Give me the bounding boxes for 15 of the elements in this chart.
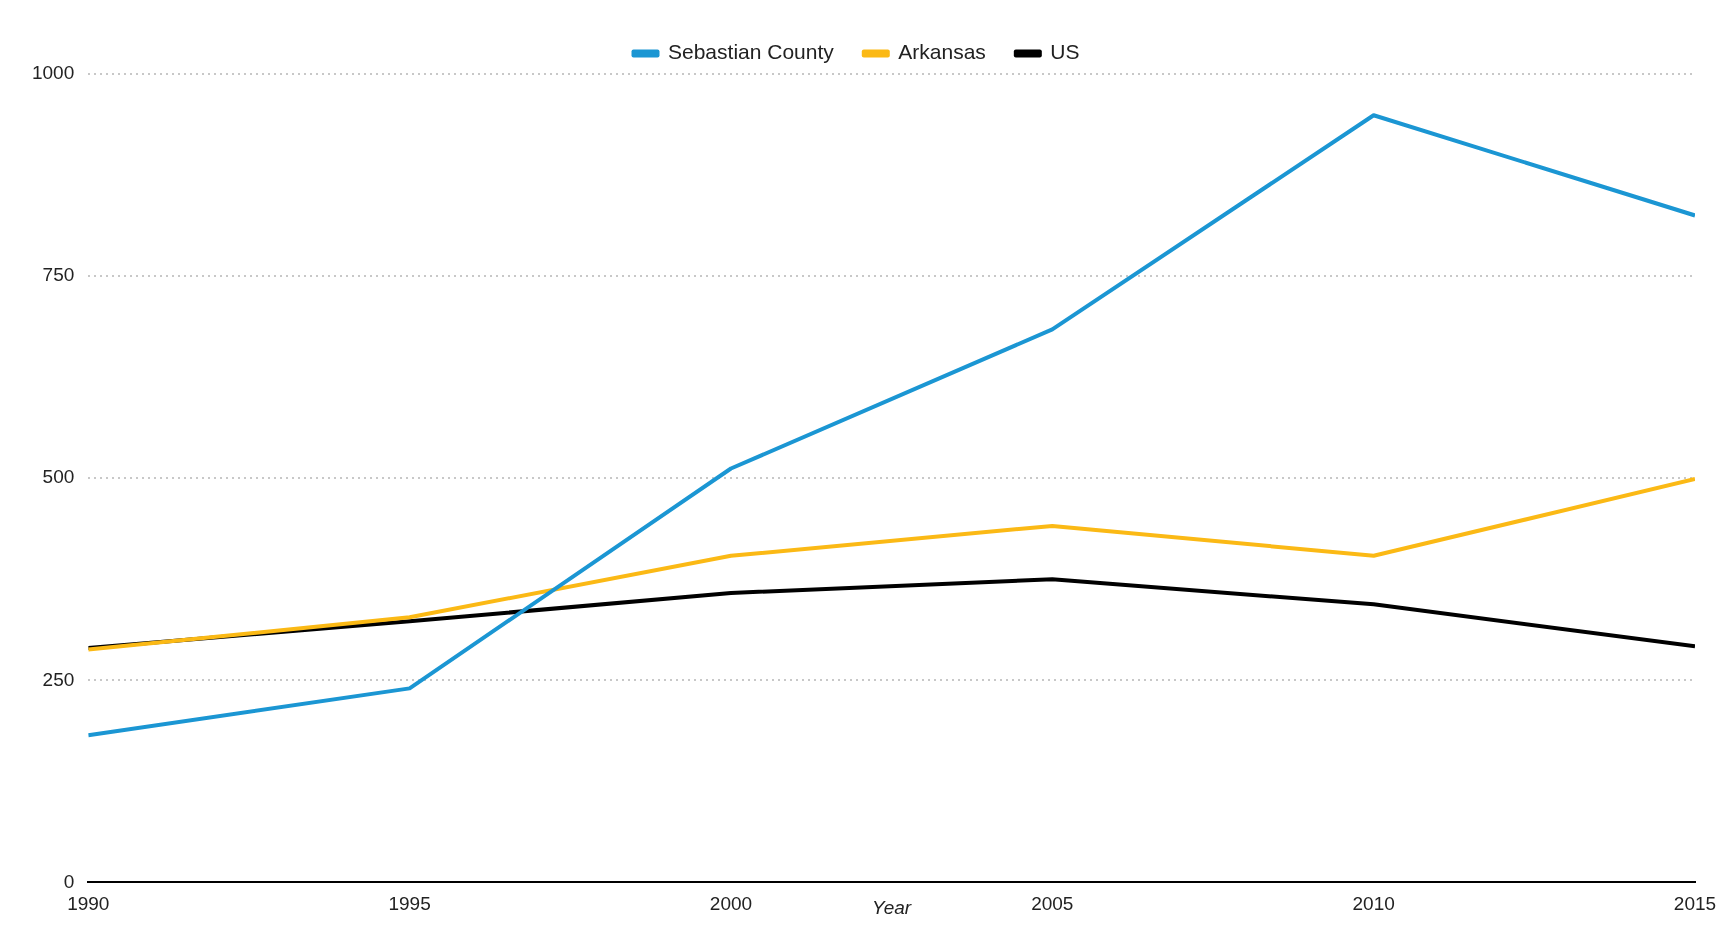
x-tick-label: 2005 bbox=[1031, 893, 1074, 915]
x-tick-label: 2000 bbox=[709, 893, 753, 915]
y-tick-label: 500 bbox=[42, 466, 75, 488]
y-tick-label: 0 bbox=[63, 870, 75, 892]
legend-label: Sebastian County bbox=[668, 40, 835, 64]
legend-label: US bbox=[1050, 40, 1080, 64]
x-tick-label: 1990 bbox=[67, 893, 110, 915]
y-tick-label: 1000 bbox=[31, 62, 75, 84]
y-tick-label: 750 bbox=[42, 264, 75, 286]
x-tick-label: 2010 bbox=[1352, 893, 1395, 915]
x-axis-title: Year bbox=[872, 896, 912, 918]
y-tick-label: 250 bbox=[42, 668, 75, 690]
x-tick-label: 1995 bbox=[388, 893, 431, 915]
x-tick-label: 2015 bbox=[1673, 893, 1717, 915]
legend-label: Arkansas bbox=[898, 40, 986, 64]
